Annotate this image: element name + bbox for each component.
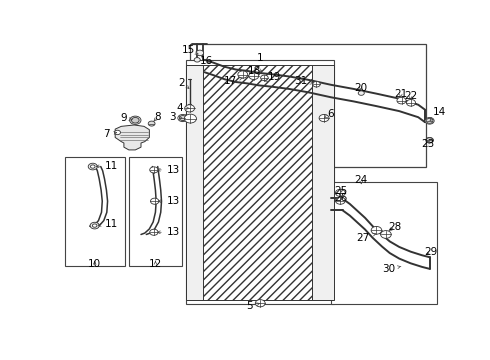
Circle shape xyxy=(148,121,155,126)
Circle shape xyxy=(406,99,416,106)
Text: 14: 14 xyxy=(430,108,446,121)
Circle shape xyxy=(336,189,345,197)
Circle shape xyxy=(184,114,196,123)
Circle shape xyxy=(397,97,406,104)
Circle shape xyxy=(129,116,141,125)
Circle shape xyxy=(336,197,345,204)
Text: 7: 7 xyxy=(103,129,117,139)
Text: 31: 31 xyxy=(294,76,313,86)
Text: 1: 1 xyxy=(257,53,264,73)
Circle shape xyxy=(371,226,382,234)
Text: 28: 28 xyxy=(389,222,402,232)
Bar xyxy=(190,44,426,167)
Circle shape xyxy=(426,138,434,143)
Circle shape xyxy=(381,231,391,238)
Polygon shape xyxy=(115,125,149,150)
Text: 27: 27 xyxy=(356,233,376,243)
Circle shape xyxy=(313,81,320,87)
Text: 11: 11 xyxy=(98,219,119,229)
Circle shape xyxy=(425,117,434,124)
Text: 25: 25 xyxy=(335,186,348,196)
Circle shape xyxy=(150,229,158,235)
Circle shape xyxy=(358,91,364,95)
Circle shape xyxy=(249,72,259,80)
Bar xyxy=(186,66,202,300)
Text: 2: 2 xyxy=(178,77,189,89)
Circle shape xyxy=(238,71,248,78)
Text: 11: 11 xyxy=(97,161,119,171)
Circle shape xyxy=(150,167,158,173)
Text: 24: 24 xyxy=(355,175,368,185)
Text: 13: 13 xyxy=(157,227,180,237)
Circle shape xyxy=(255,300,265,307)
Text: 19: 19 xyxy=(265,72,281,82)
Circle shape xyxy=(426,138,433,143)
Circle shape xyxy=(93,224,97,227)
Circle shape xyxy=(261,75,268,81)
Circle shape xyxy=(150,198,159,204)
Text: 3: 3 xyxy=(170,112,182,122)
Text: 10: 10 xyxy=(88,260,101,269)
Circle shape xyxy=(426,118,433,123)
Text: 30: 30 xyxy=(382,264,401,274)
Bar xyxy=(65,157,125,266)
Circle shape xyxy=(185,105,195,112)
Text: 4: 4 xyxy=(177,103,189,113)
Text: 26: 26 xyxy=(335,193,348,203)
Text: 23: 23 xyxy=(421,139,434,149)
Circle shape xyxy=(91,165,95,168)
Circle shape xyxy=(194,58,200,62)
Text: 16: 16 xyxy=(200,56,213,66)
Text: 9: 9 xyxy=(120,113,132,123)
Circle shape xyxy=(179,116,186,121)
Circle shape xyxy=(319,114,329,122)
Text: 6: 6 xyxy=(324,109,334,119)
Bar xyxy=(312,66,334,300)
Bar xyxy=(186,60,334,304)
Bar xyxy=(129,157,182,266)
Circle shape xyxy=(178,114,188,122)
Bar xyxy=(202,66,312,300)
Text: 12: 12 xyxy=(149,260,162,269)
Text: 20: 20 xyxy=(354,82,367,93)
Bar xyxy=(331,182,437,304)
Text: 22: 22 xyxy=(404,91,417,102)
Circle shape xyxy=(90,222,99,229)
Text: 8: 8 xyxy=(154,112,161,122)
Text: 18: 18 xyxy=(247,66,261,76)
Text: 15: 15 xyxy=(182,45,198,55)
Circle shape xyxy=(196,50,204,56)
Text: 17: 17 xyxy=(223,76,242,86)
Text: 13: 13 xyxy=(158,196,180,206)
Text: 5: 5 xyxy=(246,301,260,311)
Circle shape xyxy=(131,117,139,123)
Text: 21: 21 xyxy=(394,90,407,99)
Circle shape xyxy=(114,130,121,135)
Circle shape xyxy=(88,163,98,170)
Text: 29: 29 xyxy=(424,247,438,257)
Text: 13: 13 xyxy=(157,165,180,175)
